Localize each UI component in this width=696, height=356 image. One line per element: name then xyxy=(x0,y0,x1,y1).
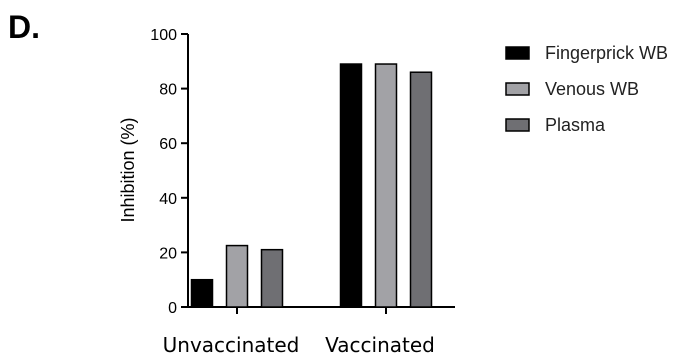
y-tick-label: 100 xyxy=(150,27,177,44)
bar-plasma-vaccinated xyxy=(409,71,433,308)
legend-label: Plasma xyxy=(545,115,606,135)
y-axis-title: Inhibition (%) xyxy=(118,117,138,222)
bar-fingerprick-wb-unvaccinated xyxy=(190,278,214,308)
x-category-label: Unvaccinated xyxy=(163,333,300,356)
bar-fingerprick-wb-vaccinated xyxy=(339,63,363,308)
legend-label: Fingerprick WB xyxy=(545,43,668,63)
legend-swatch xyxy=(505,46,530,60)
y-tick-label: 40 xyxy=(159,191,177,208)
y-tick-label: 20 xyxy=(159,245,177,262)
legend: Fingerprick WB Venous WB Plasma xyxy=(505,43,668,135)
y-tick-label: 60 xyxy=(159,136,177,153)
y-tick-label: 0 xyxy=(168,300,177,317)
legend-swatch xyxy=(505,118,530,132)
panel-label: D. xyxy=(8,9,40,45)
legend-swatch xyxy=(505,82,530,96)
bar-plasma-unvaccinated xyxy=(260,248,284,308)
bar-venous-wb-vaccinated xyxy=(374,63,398,308)
legend-label: Venous WB xyxy=(545,79,639,99)
x-category-label: Vaccinated xyxy=(325,333,435,356)
plot-area: 0 20 40 60 80 100 Unvaccinated Vaccinated xyxy=(150,27,455,356)
bar-venous-wb-unvaccinated xyxy=(225,244,249,308)
y-tick-label: 80 xyxy=(159,82,177,99)
